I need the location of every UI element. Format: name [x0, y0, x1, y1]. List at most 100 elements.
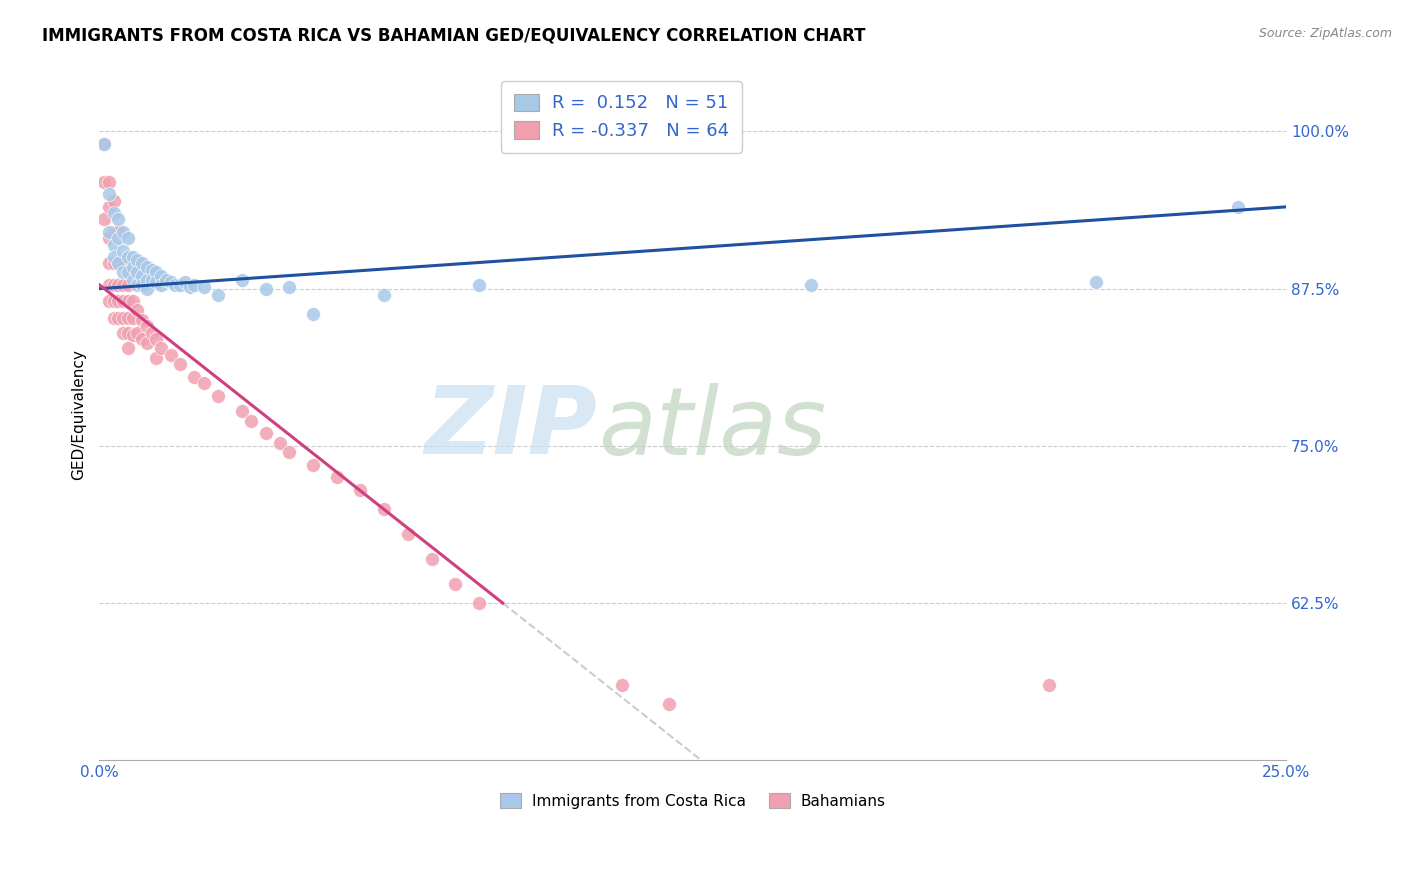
- Point: [97, 200, 120, 214]
- Point: [193, 376, 215, 390]
- Y-axis label: GED/Equivalency: GED/Equivalency: [72, 349, 86, 480]
- Point: [155, 273, 177, 287]
- Point: [112, 265, 135, 279]
- Point: [121, 250, 143, 264]
- Point: [103, 310, 125, 325]
- Point: [131, 277, 153, 292]
- Point: [103, 225, 125, 239]
- Point: [103, 237, 125, 252]
- Point: [112, 225, 135, 239]
- Point: [127, 277, 149, 292]
- Point: [135, 335, 157, 350]
- Point: [159, 276, 181, 290]
- Point: [278, 280, 301, 294]
- Point: [103, 294, 125, 309]
- Point: [1085, 276, 1108, 290]
- Point: [169, 357, 191, 371]
- Point: [117, 231, 139, 245]
- Point: [145, 276, 167, 290]
- Point: [93, 136, 115, 151]
- Point: [141, 262, 163, 277]
- Point: [112, 244, 135, 258]
- Text: ZIP: ZIP: [425, 383, 598, 475]
- Point: [145, 265, 167, 279]
- Point: [165, 277, 187, 292]
- Point: [112, 256, 135, 270]
- Point: [135, 260, 157, 275]
- Point: [420, 552, 443, 566]
- Point: [658, 697, 681, 711]
- Point: [103, 194, 125, 208]
- Point: [117, 250, 139, 264]
- Legend: Immigrants from Costa Rica, Bahamians: Immigrants from Costa Rica, Bahamians: [494, 788, 891, 815]
- Point: [278, 445, 301, 459]
- Point: [103, 277, 125, 292]
- Point: [97, 225, 120, 239]
- Point: [121, 273, 143, 287]
- Point: [150, 277, 173, 292]
- Point: [127, 265, 149, 279]
- Point: [183, 277, 205, 292]
- Point: [127, 326, 149, 340]
- Point: [97, 175, 120, 189]
- Point: [444, 577, 467, 591]
- Point: [326, 470, 349, 484]
- Point: [135, 319, 157, 334]
- Point: [107, 225, 129, 239]
- Point: [127, 252, 149, 267]
- Point: [207, 288, 229, 302]
- Point: [254, 426, 277, 441]
- Point: [131, 313, 153, 327]
- Point: [97, 187, 120, 202]
- Point: [97, 256, 120, 270]
- Text: IMMIGRANTS FROM COSTA RICA VS BAHAMIAN GED/EQUIVALENCY CORRELATION CHART: IMMIGRANTS FROM COSTA RICA VS BAHAMIAN G…: [42, 27, 866, 45]
- Point: [103, 250, 125, 264]
- Point: [150, 269, 173, 284]
- Point: [107, 294, 129, 309]
- Point: [131, 332, 153, 346]
- Point: [131, 269, 153, 284]
- Point: [254, 282, 277, 296]
- Point: [103, 256, 125, 270]
- Point: [107, 277, 129, 292]
- Point: [121, 310, 143, 325]
- Point: [349, 483, 371, 497]
- Point: [93, 136, 115, 151]
- Point: [135, 273, 157, 287]
- Text: Source: ZipAtlas.com: Source: ZipAtlas.com: [1258, 27, 1392, 40]
- Point: [97, 294, 120, 309]
- Point: [117, 310, 139, 325]
- Point: [117, 294, 139, 309]
- Point: [117, 265, 139, 279]
- Point: [107, 310, 129, 325]
- Point: [117, 326, 139, 340]
- Point: [145, 351, 167, 365]
- Point: [1038, 678, 1060, 692]
- Point: [173, 276, 195, 290]
- Point: [127, 303, 149, 318]
- Point: [117, 277, 139, 292]
- Point: [107, 256, 129, 270]
- Point: [121, 328, 143, 343]
- Point: [107, 231, 129, 245]
- Point: [141, 273, 163, 287]
- Point: [135, 282, 157, 296]
- Point: [159, 348, 181, 362]
- Point: [800, 277, 823, 292]
- Point: [103, 206, 125, 220]
- Point: [373, 288, 395, 302]
- Point: [107, 256, 129, 270]
- Point: [1227, 200, 1250, 214]
- Point: [396, 527, 419, 541]
- Point: [231, 273, 253, 287]
- Point: [97, 277, 120, 292]
- Point: [231, 403, 253, 417]
- Point: [112, 277, 135, 292]
- Point: [112, 310, 135, 325]
- Point: [112, 294, 135, 309]
- Point: [610, 678, 633, 692]
- Point: [145, 332, 167, 346]
- Point: [169, 277, 191, 292]
- Point: [93, 212, 115, 227]
- Point: [468, 596, 491, 610]
